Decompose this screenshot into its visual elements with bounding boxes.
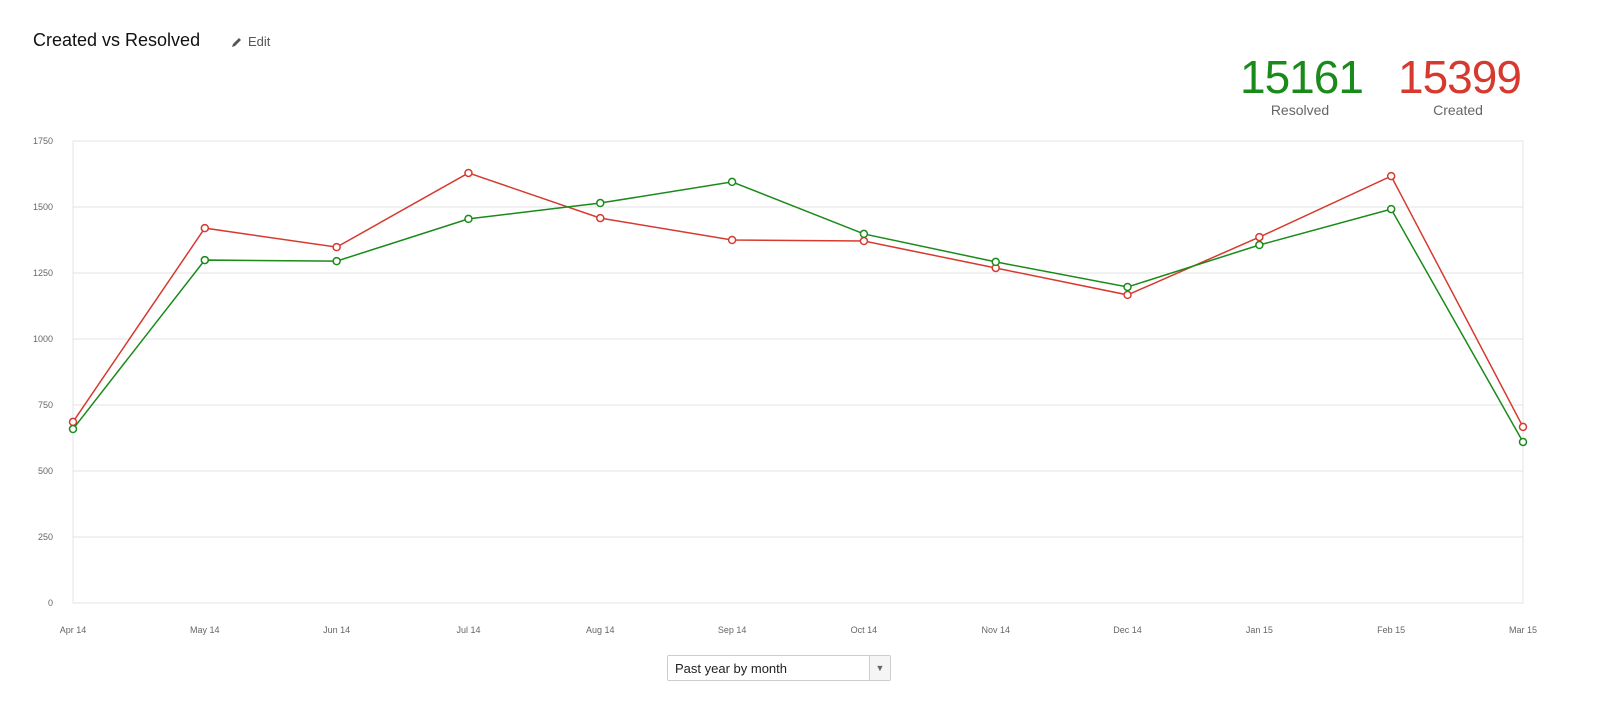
resolved-point <box>68 424 78 434</box>
edit-label: Edit <box>248 34 271 49</box>
resolved-point <box>596 198 605 208</box>
created-point <box>200 223 210 233</box>
x-tick-label: Mar 15 <box>1509 625 1537 635</box>
x-tick-label: Sep 14 <box>718 625 747 635</box>
edit-button[interactable]: Edit <box>231 34 270 49</box>
created-point <box>596 213 605 223</box>
resolved-point <box>1123 282 1132 292</box>
y-tick-label: 1000 <box>33 334 53 344</box>
created-point <box>859 236 869 246</box>
created-label: Created <box>1433 102 1483 118</box>
x-tick-label: Feb 15 <box>1377 625 1405 635</box>
resolved-stat: 15161 Resolved <box>1240 51 1364 118</box>
y-tick-label: 750 <box>38 400 53 410</box>
y-tick-label: 500 <box>38 466 53 476</box>
created-count: 15399 <box>1398 51 1522 103</box>
created-stat: 15399 Created <box>1398 51 1522 118</box>
y-tick-label: 250 <box>38 532 53 542</box>
created-point <box>464 168 473 178</box>
x-tick-label: Jan 15 <box>1246 625 1273 635</box>
x-tick-label: Dec 14 <box>1113 625 1142 635</box>
x-tick-label: Jun 14 <box>323 625 350 635</box>
created-point <box>1386 171 1396 181</box>
resolved-point <box>859 229 869 239</box>
period-select[interactable]: Past year by month ▼ <box>667 655 891 681</box>
x-tick-label: Oct 14 <box>851 625 878 635</box>
period-select-value: Past year by month <box>675 660 787 676</box>
created-point <box>1255 232 1264 242</box>
created-point <box>1123 290 1132 300</box>
resolved-point <box>1386 204 1396 214</box>
resolved-point <box>727 177 737 187</box>
y-tick-label: 1250 <box>33 268 53 278</box>
x-tick-label: Aug 14 <box>586 625 615 635</box>
created-point <box>332 242 341 252</box>
resolved-point <box>1255 240 1264 250</box>
resolved-count: 15161 <box>1240 51 1364 103</box>
resolved-point <box>991 257 1000 267</box>
created-point <box>68 417 78 427</box>
resolved-point <box>200 255 210 265</box>
chevron-down-icon[interactable]: ▼ <box>869 656 890 680</box>
x-tick-label: May 14 <box>190 625 220 635</box>
resolved-point <box>332 256 341 266</box>
x-tick-label: Nov 14 <box>981 625 1010 635</box>
resolved-point <box>464 214 473 224</box>
x-tick-label: Jul 14 <box>456 625 480 635</box>
y-tick-label: 1750 <box>33 136 53 146</box>
pencil-icon <box>232 37 241 47</box>
y-tick-label: 1500 <box>33 202 53 212</box>
resolved-series-line <box>72 181 1524 443</box>
x-tick-label: Apr 14 <box>60 625 87 635</box>
created-series-line <box>72 172 1524 428</box>
created-point <box>1518 422 1528 432</box>
resolved-point <box>1518 437 1528 447</box>
y-tick-label: 0 <box>48 598 53 608</box>
created-point <box>727 235 737 245</box>
resolved-label: Resolved <box>1270 102 1330 118</box>
chart-title: Created vs Resolved <box>33 30 201 50</box>
